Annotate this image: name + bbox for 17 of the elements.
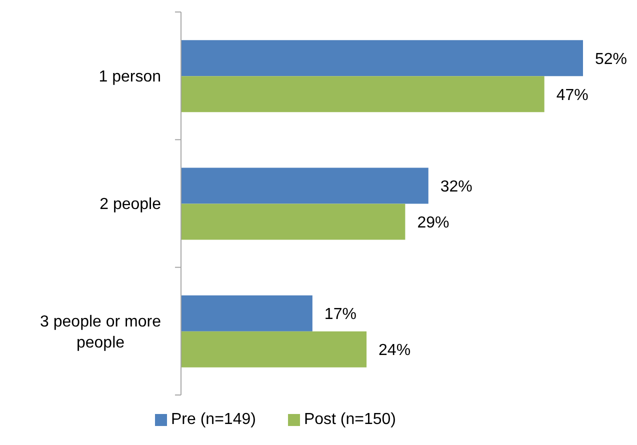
data-label: 52% xyxy=(595,50,628,68)
y-tick-label: 2 people xyxy=(100,196,162,214)
y-tick-label: 3 people or more people xyxy=(40,313,162,352)
data-label: 29% xyxy=(417,214,450,232)
legend-label: Pre (n=149) xyxy=(171,411,256,428)
bar xyxy=(181,40,583,76)
data-label: 24% xyxy=(378,342,411,360)
bar xyxy=(181,331,367,368)
bar xyxy=(181,295,312,332)
data-label: 32% xyxy=(440,178,472,196)
bar xyxy=(181,168,428,204)
data-label: 47% xyxy=(556,86,588,104)
data-label: 17% xyxy=(324,306,356,324)
legend-label: Post (n=150) xyxy=(304,411,396,428)
bar xyxy=(181,204,406,240)
bar xyxy=(181,76,544,112)
y-tick-label: 1 person xyxy=(98,68,161,86)
